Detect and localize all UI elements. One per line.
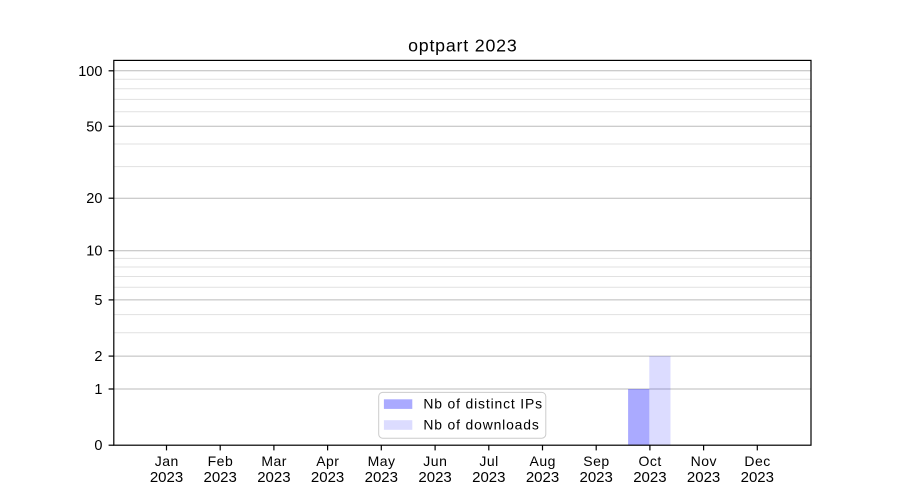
svg-text:2023: 2023 [257, 469, 290, 486]
svg-text:2023: 2023 [150, 469, 183, 486]
svg-text:optpart 2023: optpart 2023 [408, 36, 517, 56]
svg-text:Jun: Jun [423, 453, 447, 469]
svg-text:2023: 2023 [204, 469, 237, 486]
svg-text:10: 10 [86, 244, 102, 260]
svg-text:2023: 2023 [365, 469, 398, 486]
svg-text:20: 20 [86, 191, 102, 207]
svg-text:Oct: Oct [639, 453, 662, 469]
svg-text:Aug: Aug [530, 453, 556, 469]
svg-text:2023: 2023 [311, 469, 344, 486]
svg-text:Nb of distinct IPs: Nb of distinct IPs [423, 396, 543, 412]
svg-text:Nb of downloads: Nb of downloads [423, 417, 539, 433]
svg-text:Feb: Feb [208, 453, 234, 469]
svg-text:Mar: Mar [261, 453, 287, 469]
svg-text:May: May [368, 453, 396, 469]
svg-text:2023: 2023 [526, 469, 559, 486]
svg-text:2023: 2023 [472, 469, 505, 486]
svg-text:2023: 2023 [580, 469, 613, 486]
svg-text:2: 2 [94, 349, 102, 365]
svg-text:Sep: Sep [583, 453, 609, 469]
svg-text:Apr: Apr [316, 453, 339, 469]
svg-text:100: 100 [78, 64, 102, 80]
svg-text:Jul: Jul [479, 453, 498, 469]
svg-text:2023: 2023 [687, 469, 720, 486]
svg-text:1: 1 [94, 382, 102, 398]
svg-text:2023: 2023 [741, 469, 774, 486]
svg-text:2023: 2023 [418, 469, 451, 486]
svg-text:Nov: Nov [691, 453, 717, 469]
svg-text:5: 5 [94, 293, 102, 309]
svg-text:0: 0 [94, 438, 102, 454]
svg-text:Jan: Jan [155, 453, 179, 469]
svg-text:Dec: Dec [744, 453, 770, 469]
svg-text:2023: 2023 [633, 469, 666, 486]
svg-text:50: 50 [86, 119, 102, 135]
